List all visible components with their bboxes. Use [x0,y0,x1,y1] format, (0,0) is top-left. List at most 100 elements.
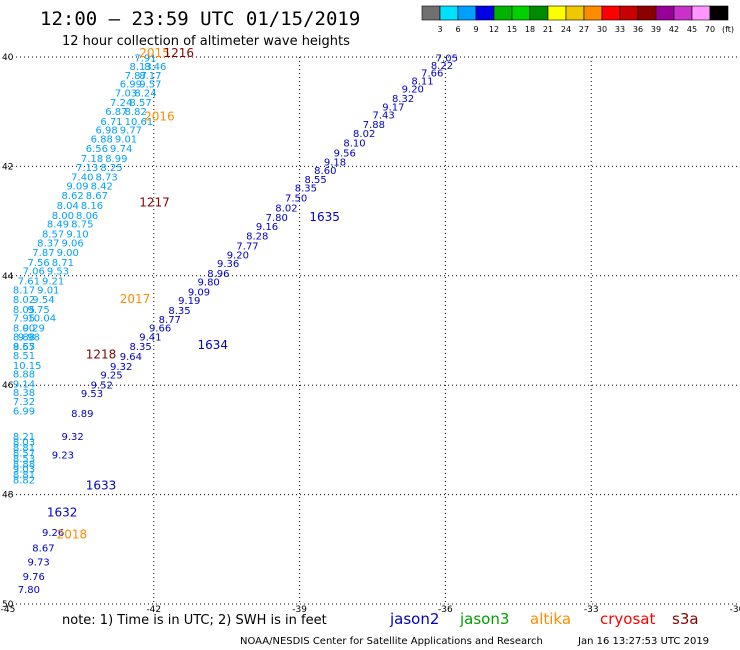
scale-swatch [583,5,603,21]
swh-value-jason2: 9.19 [178,296,200,307]
swh-value-jason3: 8.57 [13,448,35,459]
swh-value-jason2: 9.18 [324,157,346,168]
lat-tick-label: 50 [2,600,14,610]
swh-value-jason3: 10.04 [27,314,56,325]
swh-value-jason3: 9.98 [18,332,40,343]
swh-value-jason3: 8.53 [13,454,35,465]
swh-value-jason3: 7.18 [81,154,103,165]
swh-value-jason3: 10.61 [125,117,154,128]
swh-value-jason2: 9.73 [27,558,49,569]
swh-value-jason2: 7.77 [236,242,258,253]
swh-value-jason3: 8.00 [13,324,35,335]
swh-value-jason2: 8.67 [32,543,54,554]
swh-value-jason3: 8.75 [71,220,93,231]
swh-value-jason3: 7.61 [18,277,40,288]
scale-label: 70 [705,25,715,34]
scale-swatch [565,5,585,21]
scale-swatch [637,5,657,21]
swh-value-jason2: 9.25 [100,371,122,382]
swh-value-jason2: 9.16 [256,222,278,233]
swh-value-jason3: 7.87 [125,71,147,82]
swh-value-jason2: 8.55 [304,175,326,186]
swh-value-jason3: 6.99 [13,407,35,418]
swh-value-jason3: 8.17 [13,285,35,296]
lon-tick-label: -36 [438,605,453,615]
swh-value-jason3: 8.81 [13,470,35,481]
pass-label-cryosat: 1216 [164,46,195,60]
swh-value-jason3: 7.95 [13,314,35,325]
swh-value-jason3: 8.67 [86,191,108,202]
pass-label-jason2: 1632 [47,505,78,519]
swh-value-jason2: 8.96 [207,269,229,280]
swh-value-jason2: 9.64 [120,352,142,363]
scale-label: 42 [669,25,679,34]
map-title: 12:00 – 23:59 UTC 01/15/2019 [40,8,360,30]
swh-value-jason3: 7.91 [134,53,156,64]
swh-value-jason3: 7.87 [32,248,54,259]
swh-value-jason2: 9.66 [149,324,171,335]
swh-value-jason3: 9.74 [110,144,132,155]
swh-value-jason3: 8.57 [130,98,152,109]
swh-value-jason3: 8.88 [13,332,35,343]
swh-value-jason3: 8.62 [61,191,83,202]
swh-value-jason3: 9.77 [120,126,142,137]
swh-value-jason3: 8.13 [130,62,152,73]
scale-label: 24 [561,25,571,34]
swh-value-jason2: 9.36 [217,259,239,270]
swh-value-jason3: 8.55 [13,342,35,353]
scale-label: 9 [473,25,478,34]
legend-jason2: jason2 [389,610,439,628]
scale-swatch [601,5,621,21]
legend-jason3: jason3 [459,610,509,628]
map-subtitle: 12 hour collection of altimeter wave hei… [62,34,350,49]
swh-value-jason3: 8.37 [37,238,59,249]
scale-label: 45 [687,25,697,34]
swh-value-jason3: 8.00 [52,211,74,222]
swh-value-jason3: 9.03 [13,465,35,476]
swh-value-jason3: 9.01 [37,285,59,296]
swh-value-jason3: 8.02 [13,295,35,306]
swh-value-jason3: 8.57 [42,230,64,241]
scale-label: 12 [489,25,499,34]
lon-tick-label: -30 [730,605,740,615]
swh-value-jason2: 8.02 [275,203,297,214]
swh-value-jason2: 7.80 [266,213,288,224]
scale-label: 18 [525,25,535,34]
swh-value-jason2: 9.20 [227,250,249,261]
swh-value-jason2: 9.32 [110,362,132,373]
swh-value-jason2: 9.52 [91,380,113,391]
swh-value-jason3: 8.16 [81,201,103,212]
scale-swatch [673,5,693,21]
swh-value-jason2: 8.10 [343,139,365,150]
swh-value-jason3: 9.09 [66,181,88,192]
swh-value-jason2: 7.05 [436,53,458,64]
swh-value-jason2: 8.22 [431,61,453,72]
lat-tick-label: 40 [2,53,14,63]
swh-value-jason2: 9.20 [402,85,424,96]
scale-swatch [529,5,549,21]
pass-label-altika: 2017 [120,292,151,306]
swh-value-jason3: 9.06 [61,238,83,249]
lon-tick-label: -42 [146,605,161,615]
swh-value-jason3: 8.25 [100,163,122,174]
swh-value-jason3: 8.42 [91,181,113,192]
swh-value-jason2: 8.35 [168,306,190,317]
scale-label: 30 [597,25,607,34]
pass-label-altika: 2018 [57,527,88,541]
swh-value-jason3: 8.24 [134,88,156,99]
swh-value-jason3: 6.99 [120,80,142,91]
color-scale: 3 6 9 12 15 18 21 24 27 30 33 36 39 42 45 70 (ft) [421,5,734,34]
swh-value-jason2: 8.77 [159,315,181,326]
track-points: 7.058.227.668.119.208.329.177.437.888.02… [13,53,458,596]
swh-value-jason2: 8.89 [71,409,93,420]
swh-value-jason2: 8.32 [392,94,414,105]
scale-swatch [619,5,639,21]
lat-tick-label: 46 [2,381,14,391]
scale-swatch [691,5,711,21]
scale-label: 3 [437,25,442,34]
scale-swatch [709,5,729,21]
swh-value-jason2: 8.11 [411,76,433,87]
swh-value-jason2: 7.43 [373,110,395,121]
swh-value-jason3: 7.24 [110,98,132,109]
